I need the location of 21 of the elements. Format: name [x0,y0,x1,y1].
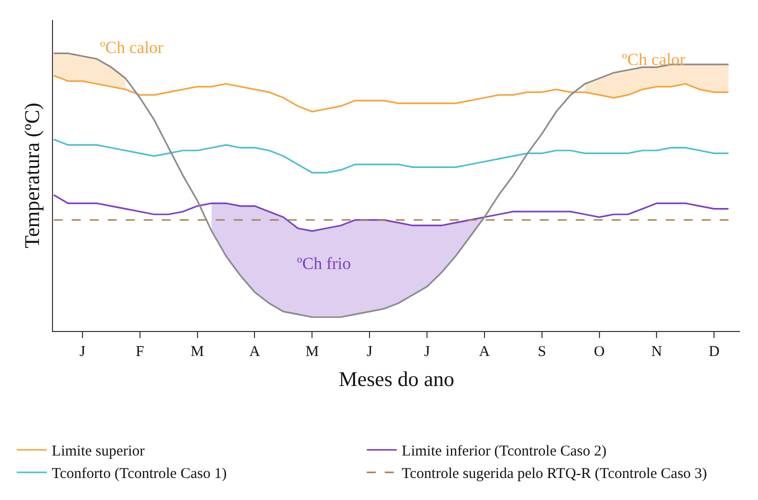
x-tick-label: A [249,344,260,360]
x-tick-label: S [538,344,546,360]
x-tick-label: M [190,344,204,360]
x-tick-label: D [708,344,720,360]
legend-label: Limite inferior (Tcontrole Caso 2) [402,444,607,460]
x-tick-label: M [305,344,319,360]
legend-label: Tconforto (Tcontrole Caso 1) [52,466,227,482]
x-axis-title: Meses do ano [338,367,454,392]
x-tick-label: O [594,344,605,360]
legend-label: Tcontrole sugerida pelo RTQ-R (Tcontrole Caso 3) [402,466,708,482]
y-axis-title: Temperatura (ºC) [20,102,44,248]
x-tick-label: J [366,344,373,360]
legend-label: Limite superior [52,444,145,460]
x-tick-label: F [136,344,144,360]
annotation: ºCh frio [297,254,351,273]
x-tick-label: J [80,344,86,360]
annotation: ºCh calor [622,50,686,69]
x-tick-label: J [424,344,430,360]
x-tick-label: A [479,344,490,360]
annotation: ºCh calor [100,38,164,57]
x-tick-label: N [651,344,662,360]
